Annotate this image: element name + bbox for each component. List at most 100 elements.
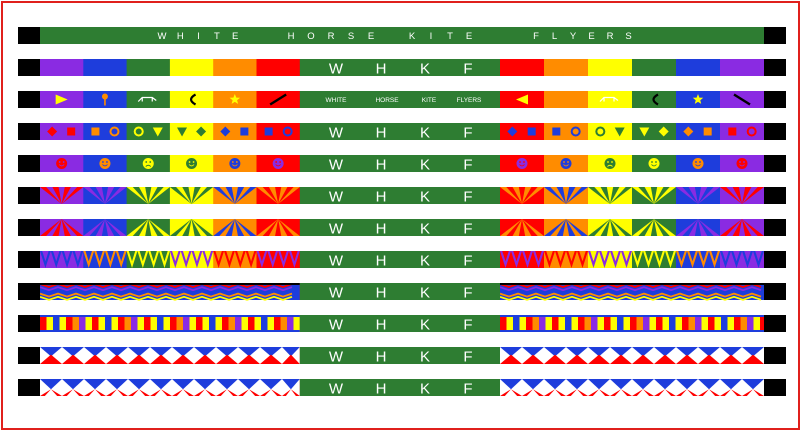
rainbow-segment xyxy=(676,187,721,204)
red-triangle xyxy=(84,354,106,364)
red-triangle xyxy=(106,354,128,364)
diamond-icon xyxy=(220,126,231,137)
vertical-bar xyxy=(734,315,741,332)
smiley-face-icon xyxy=(648,158,660,169)
face-eye xyxy=(106,161,108,163)
ray-wedge xyxy=(83,187,105,204)
vertical-bar xyxy=(293,315,300,332)
chevron-line xyxy=(499,286,762,292)
blue-triangle xyxy=(238,347,260,357)
rainbow-segment xyxy=(126,59,171,76)
smiley-face-icon xyxy=(229,158,241,169)
zigzag-spike xyxy=(742,251,753,268)
ray-wedge xyxy=(522,219,532,236)
band-letter: F xyxy=(463,157,472,174)
zigzag-spike xyxy=(61,251,73,268)
frown-face-icon xyxy=(142,158,154,169)
ray-wedge xyxy=(169,219,192,236)
smiley-face-icon xyxy=(99,158,111,169)
blue-triangle xyxy=(500,379,522,390)
red-triangle xyxy=(544,354,566,364)
title-letter: I xyxy=(197,31,200,42)
red-triangle xyxy=(566,389,577,396)
blue-triangle xyxy=(698,379,720,390)
red-triangle xyxy=(720,354,742,364)
band-letter: K xyxy=(420,381,430,398)
face-mouth xyxy=(695,164,701,167)
rainbow-segment xyxy=(588,123,633,140)
ray-wedge xyxy=(742,187,764,204)
left-end-cap xyxy=(18,219,40,236)
center-band xyxy=(299,251,500,268)
red-triangle xyxy=(654,354,676,364)
red-triangle xyxy=(676,389,687,396)
red-triangle xyxy=(643,389,654,396)
ray-wedge xyxy=(52,219,62,236)
zigzag-spike xyxy=(676,251,687,268)
vertical-bar xyxy=(274,315,281,332)
rainbow-segment xyxy=(676,59,721,76)
zigzag-spike xyxy=(115,251,127,268)
band-letter: F xyxy=(463,221,472,238)
face-eye xyxy=(523,161,525,163)
blue-triangle xyxy=(654,379,676,390)
ray-wedge xyxy=(61,187,84,204)
band-word: KITE xyxy=(422,97,437,104)
face-eye xyxy=(651,161,653,163)
blue-triangle xyxy=(194,347,216,357)
lollipop-icon xyxy=(101,93,108,100)
zigzag-spike xyxy=(40,251,51,268)
blue-triangle xyxy=(720,379,742,390)
ray-wedge xyxy=(148,219,158,236)
blue-triangle xyxy=(40,379,62,390)
red-triangle xyxy=(753,389,764,396)
right-end-cap xyxy=(764,59,786,76)
center-band xyxy=(299,59,500,76)
zigzag-spike xyxy=(256,251,268,268)
ray-wedge xyxy=(654,187,676,204)
title-letter: K xyxy=(409,31,416,42)
rainbow-segment xyxy=(126,187,171,204)
face-eye xyxy=(102,161,104,163)
rainbow-segment xyxy=(40,251,84,268)
red-triangle xyxy=(216,389,227,396)
vertical-bar xyxy=(714,315,721,332)
ray-wedge xyxy=(126,187,149,204)
rainbow-segment xyxy=(169,59,214,76)
red-triangle xyxy=(687,389,698,396)
face-disc xyxy=(229,158,241,169)
vertical-bar xyxy=(98,315,105,332)
title-letter: S xyxy=(348,31,354,42)
rainbow-segment xyxy=(256,219,301,236)
vertical-bar xyxy=(597,315,604,332)
red-triangle xyxy=(555,389,566,396)
right-end-cap xyxy=(764,347,786,364)
red-triangle xyxy=(183,389,194,396)
red-triangle xyxy=(544,389,555,396)
vertical-bar xyxy=(163,315,170,332)
ray-wedge xyxy=(654,219,676,236)
band-letter: W xyxy=(329,189,344,206)
vertical-bar xyxy=(578,315,585,332)
red-triangle xyxy=(588,389,599,396)
ray-wedge xyxy=(600,187,610,204)
ray-wedge xyxy=(556,187,566,204)
vertical-bar xyxy=(280,315,287,332)
vertical-bar xyxy=(747,315,754,332)
blue-triangle xyxy=(150,379,172,390)
red-triangle xyxy=(742,389,753,396)
face-eye xyxy=(563,161,565,163)
blue-triangle xyxy=(62,347,84,357)
rainbow-segment xyxy=(213,59,257,76)
right-end-cap xyxy=(764,123,786,140)
title-letter: E xyxy=(588,31,594,42)
vertical-bar xyxy=(40,315,47,332)
blue-triangle xyxy=(62,379,84,390)
vertical-bar xyxy=(649,315,656,332)
red-triangle xyxy=(720,389,731,396)
ray-wedge xyxy=(104,219,115,236)
triangle-icon xyxy=(639,127,650,137)
right-end-cap xyxy=(764,91,786,108)
ray-wedge xyxy=(169,187,192,204)
right-end-cap xyxy=(764,315,786,332)
